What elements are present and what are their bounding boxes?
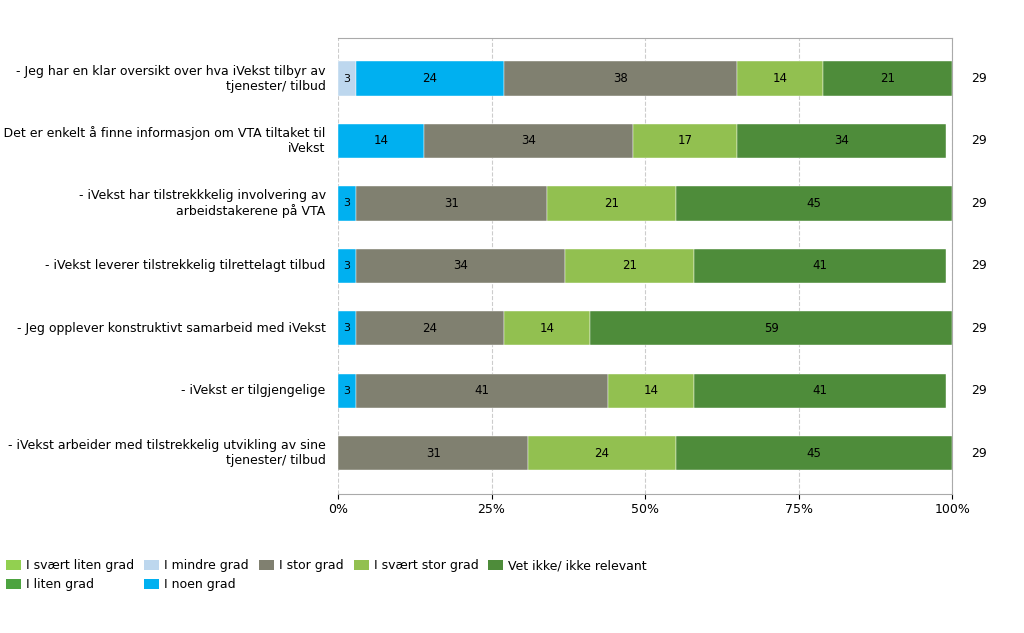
- Bar: [547, 186, 676, 220]
- Bar: [338, 61, 356, 96]
- Text: 3: 3: [344, 73, 350, 84]
- Bar: [676, 436, 952, 470]
- Text: 14: 14: [644, 384, 658, 398]
- Text: 29: 29: [971, 260, 986, 272]
- Bar: [528, 436, 676, 470]
- Text: 3: 3: [344, 261, 350, 271]
- Bar: [424, 124, 633, 158]
- Bar: [338, 436, 528, 470]
- Text: 34: 34: [521, 134, 536, 147]
- Bar: [356, 249, 565, 283]
- Text: 41: 41: [813, 260, 827, 272]
- Text: 31: 31: [444, 197, 459, 210]
- Text: 3: 3: [344, 385, 350, 396]
- Bar: [565, 249, 694, 283]
- Text: - iVekst er tilgjengelige: - iVekst er tilgjengelige: [181, 384, 326, 398]
- Text: - Jeg har en klar oversikt over hva iVekst tilbyr av
tjenester/ tilbud: - Jeg har en klar oversikt over hva iVek…: [16, 65, 326, 92]
- Text: 24: 24: [595, 447, 609, 460]
- Bar: [676, 186, 952, 220]
- Text: 24: 24: [423, 72, 437, 85]
- Bar: [590, 311, 952, 346]
- Text: 29: 29: [971, 72, 986, 85]
- Text: 21: 21: [881, 72, 895, 85]
- Bar: [338, 249, 356, 283]
- Bar: [338, 186, 356, 220]
- Text: 24: 24: [423, 322, 437, 335]
- Text: 14: 14: [374, 134, 388, 147]
- Bar: [633, 124, 737, 158]
- Text: 34: 34: [454, 260, 468, 272]
- Text: 34: 34: [835, 134, 849, 147]
- Text: 45: 45: [807, 447, 821, 460]
- Text: 14: 14: [773, 72, 787, 85]
- Bar: [504, 61, 737, 96]
- Text: 29: 29: [971, 322, 986, 335]
- Text: 29: 29: [971, 197, 986, 210]
- Text: 59: 59: [764, 322, 778, 335]
- Text: 17: 17: [678, 134, 692, 147]
- Text: 21: 21: [623, 260, 637, 272]
- Text: 41: 41: [813, 384, 827, 398]
- Bar: [356, 61, 504, 96]
- Text: - iVekst har tilstrekkkelig involvering av
arbeidstakerene på VTA: - iVekst har tilstrekkkelig involvering …: [79, 189, 326, 218]
- Text: 29: 29: [971, 134, 986, 147]
- Bar: [694, 249, 946, 283]
- Text: 21: 21: [604, 197, 618, 210]
- Text: 29: 29: [971, 384, 986, 398]
- Text: 41: 41: [475, 384, 489, 398]
- Text: 45: 45: [807, 197, 821, 210]
- Bar: [823, 61, 952, 96]
- Bar: [356, 186, 547, 220]
- Bar: [737, 124, 946, 158]
- Text: - iVekst leverer tilstrekkelig tilrettelagt tilbud: - iVekst leverer tilstrekkelig tilrettel…: [45, 260, 326, 272]
- Bar: [338, 373, 356, 408]
- Bar: [608, 373, 694, 408]
- Bar: [737, 61, 823, 96]
- Text: - Jeg opplever konstruktivt samarbeid med iVekst: - Jeg opplever konstruktivt samarbeid me…: [16, 322, 326, 335]
- Text: - Det er enkelt å finne informasjon om VTA tiltaket til
iVekst: - Det er enkelt å finne informasjon om V…: [0, 127, 326, 156]
- Legend: I svært liten grad, I liten grad, I mindre grad, I noen grad, I stor grad, I svæ: I svært liten grad, I liten grad, I mind…: [6, 559, 647, 591]
- Bar: [338, 311, 356, 346]
- Text: 38: 38: [613, 72, 628, 85]
- Text: - iVekst arbeider med tilstrekkelig utvikling av sine
tjenester/ tilbud: - iVekst arbeider med tilstrekkelig utvi…: [8, 439, 326, 467]
- Bar: [356, 311, 504, 346]
- Bar: [504, 311, 590, 346]
- Bar: [356, 373, 608, 408]
- Text: 14: 14: [540, 322, 554, 335]
- Text: 3: 3: [344, 323, 350, 334]
- Text: 3: 3: [344, 198, 350, 208]
- Bar: [694, 373, 946, 408]
- Bar: [338, 124, 424, 158]
- Text: 29: 29: [971, 447, 986, 460]
- Text: 31: 31: [426, 447, 440, 460]
